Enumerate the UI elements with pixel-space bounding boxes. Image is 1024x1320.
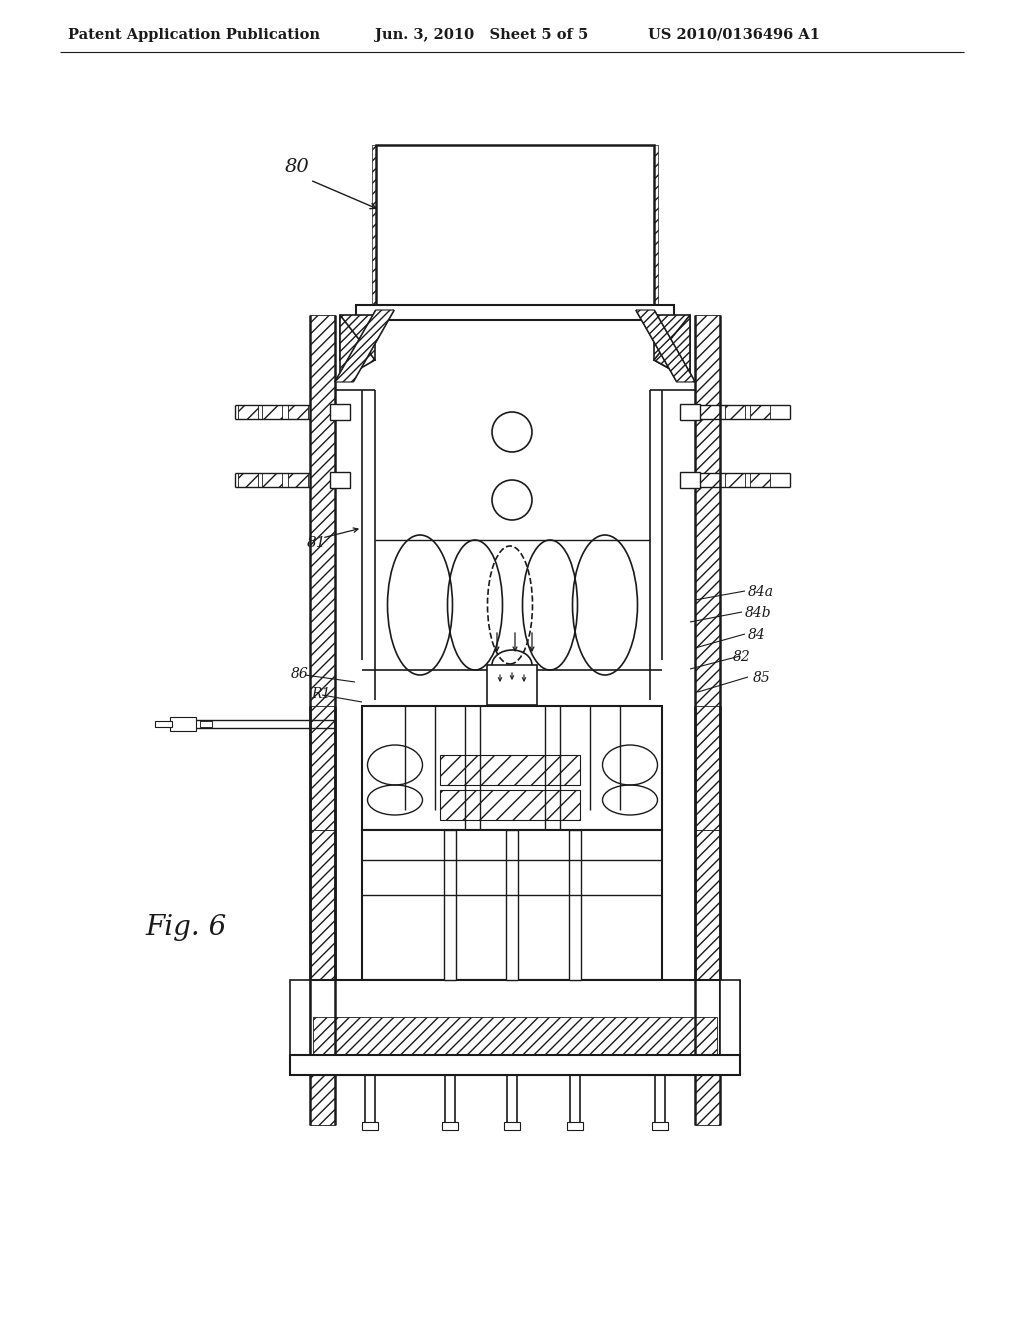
Bar [290, 979, 310, 1060]
Bar [695, 315, 720, 1125]
Bar [372, 145, 380, 310]
Text: 84b: 84b [745, 606, 772, 620]
Bar [200, 721, 212, 727]
Bar [238, 473, 258, 487]
Bar [290, 979, 310, 1060]
Bar [680, 404, 700, 420]
Bar [238, 405, 258, 418]
Text: Jun. 3, 2010   Sheet 5 of 5: Jun. 3, 2010 Sheet 5 of 5 [375, 28, 588, 42]
Text: Patent Application Publication: Patent Application Publication [68, 28, 319, 42]
Bar [650, 145, 658, 310]
Text: 80: 80 [285, 158, 309, 176]
Bar [567, 1122, 583, 1130]
Bar [362, 830, 662, 979]
Bar [504, 1122, 520, 1130]
Bar [155, 721, 172, 727]
Polygon shape [654, 315, 690, 380]
Bar [720, 979, 740, 1060]
Bar [700, 473, 720, 487]
Bar [725, 405, 745, 418]
Bar [444, 830, 456, 979]
Bar [376, 145, 654, 310]
Bar [262, 405, 282, 418]
Bar [725, 473, 745, 487]
Bar [750, 405, 770, 418]
Bar [310, 830, 335, 979]
Text: 85: 85 [753, 671, 771, 685]
Bar [442, 1122, 458, 1130]
Polygon shape [340, 315, 375, 360]
Bar [362, 1122, 378, 1130]
Bar [750, 473, 770, 487]
Bar [288, 473, 308, 487]
Bar [310, 706, 335, 830]
Text: 84a: 84a [748, 585, 774, 599]
Bar [170, 717, 196, 731]
Bar [695, 706, 720, 830]
Bar [362, 706, 662, 830]
Text: R1: R1 [311, 686, 331, 701]
Text: 86: 86 [291, 667, 309, 681]
Bar [440, 755, 580, 785]
Bar [330, 473, 350, 488]
Bar [440, 789, 580, 820]
Bar [680, 473, 700, 488]
Bar [487, 665, 537, 705]
Text: 84: 84 [748, 628, 766, 642]
Bar [313, 1016, 717, 1072]
Bar [569, 830, 581, 979]
Bar [506, 830, 518, 979]
Bar [720, 979, 740, 1060]
Polygon shape [636, 310, 695, 381]
Polygon shape [340, 315, 375, 380]
Text: US 2010/0136496 A1: US 2010/0136496 A1 [648, 28, 820, 42]
Bar [330, 404, 350, 420]
Bar [695, 830, 720, 979]
Bar [288, 405, 308, 418]
Text: Fig. 6: Fig. 6 [145, 913, 226, 941]
Text: 81: 81 [307, 536, 327, 550]
Bar [652, 1122, 668, 1130]
Bar [310, 315, 335, 1125]
Polygon shape [654, 315, 690, 380]
Bar [356, 305, 674, 319]
Text: 82: 82 [733, 649, 751, 664]
Bar [290, 1055, 740, 1074]
Bar [310, 979, 720, 1074]
Polygon shape [335, 310, 394, 381]
Bar [200, 721, 212, 727]
Bar [262, 473, 282, 487]
Bar [700, 405, 720, 418]
